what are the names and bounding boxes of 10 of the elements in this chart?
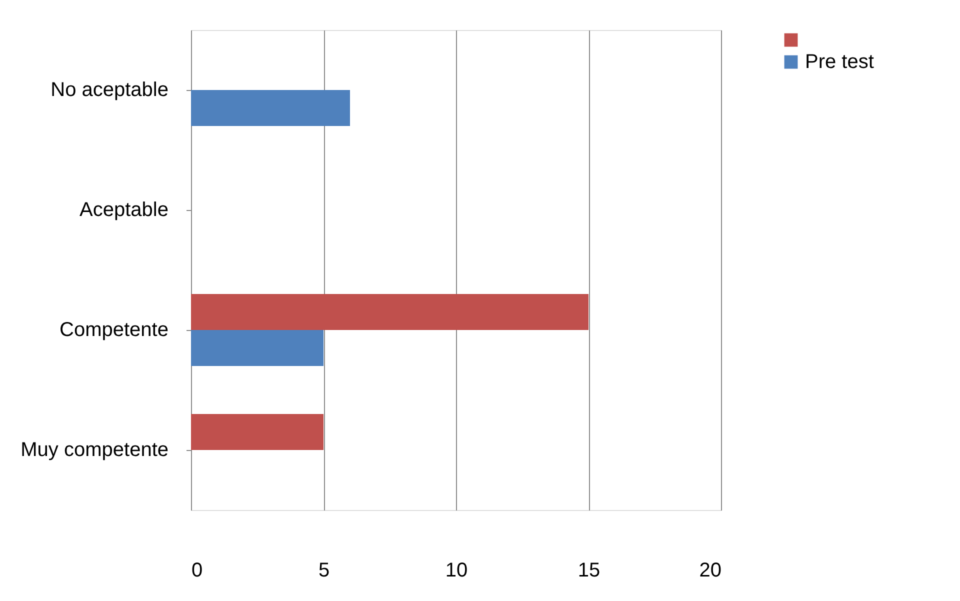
x-tick-label: 20 [699, 560, 722, 582]
y-tick-label: No aceptable [50, 79, 168, 101]
x-tick-label: 0 [192, 560, 203, 582]
x-tick-label: 10 [445, 560, 468, 582]
y-tick-label: Muy competente [20, 439, 168, 461]
y-tick-label: Competente [60, 319, 168, 341]
legend-label: Pre test [805, 51, 874, 73]
x-tick-label: 5 [318, 560, 330, 582]
y-tick-label: Aceptable [80, 199, 168, 221]
x-tick-label: 15 [578, 560, 600, 582]
